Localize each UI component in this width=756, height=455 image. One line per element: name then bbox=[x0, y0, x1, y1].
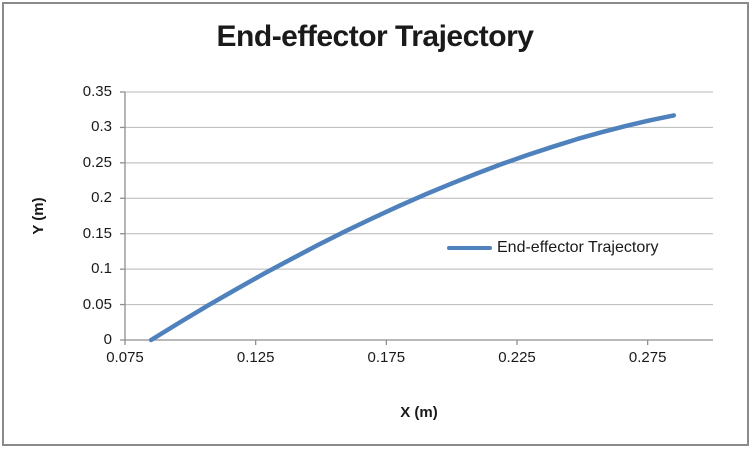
legend-label: End-effector Trajectory bbox=[497, 239, 659, 256]
y-tick-label: 0.2 bbox=[91, 189, 112, 207]
y-tick-label: 0.15 bbox=[82, 224, 112, 242]
y-tick-label: 0 bbox=[103, 331, 112, 348]
legend: End-effector Trajectory bbox=[447, 237, 659, 259]
y-tick-label: 0.05 bbox=[82, 295, 112, 313]
y-tick-label: 0.25 bbox=[82, 153, 112, 171]
y-tick-label: 0.35 bbox=[82, 83, 112, 100]
x-tick-label: 0.175 bbox=[367, 349, 406, 366]
trajectory-line bbox=[148, 113, 677, 343]
x-tick-label: 0.075 bbox=[106, 349, 144, 366]
x-tick-label: 0.275 bbox=[628, 349, 667, 366]
y-tick-label: 0.3 bbox=[91, 118, 112, 136]
chart-border bbox=[2, 2, 749, 446]
y-axis-title: Y (m) bbox=[30, 197, 47, 235]
legend-line-swatch bbox=[447, 245, 492, 251]
x-tick-label: 0.125 bbox=[236, 349, 275, 366]
y-tick-label: 0.1 bbox=[91, 260, 112, 278]
chart-title: End-effector Trajectory bbox=[216, 20, 534, 53]
x-tick-label: 0.225 bbox=[498, 349, 536, 366]
x-axis-title: X (m) bbox=[400, 404, 438, 421]
